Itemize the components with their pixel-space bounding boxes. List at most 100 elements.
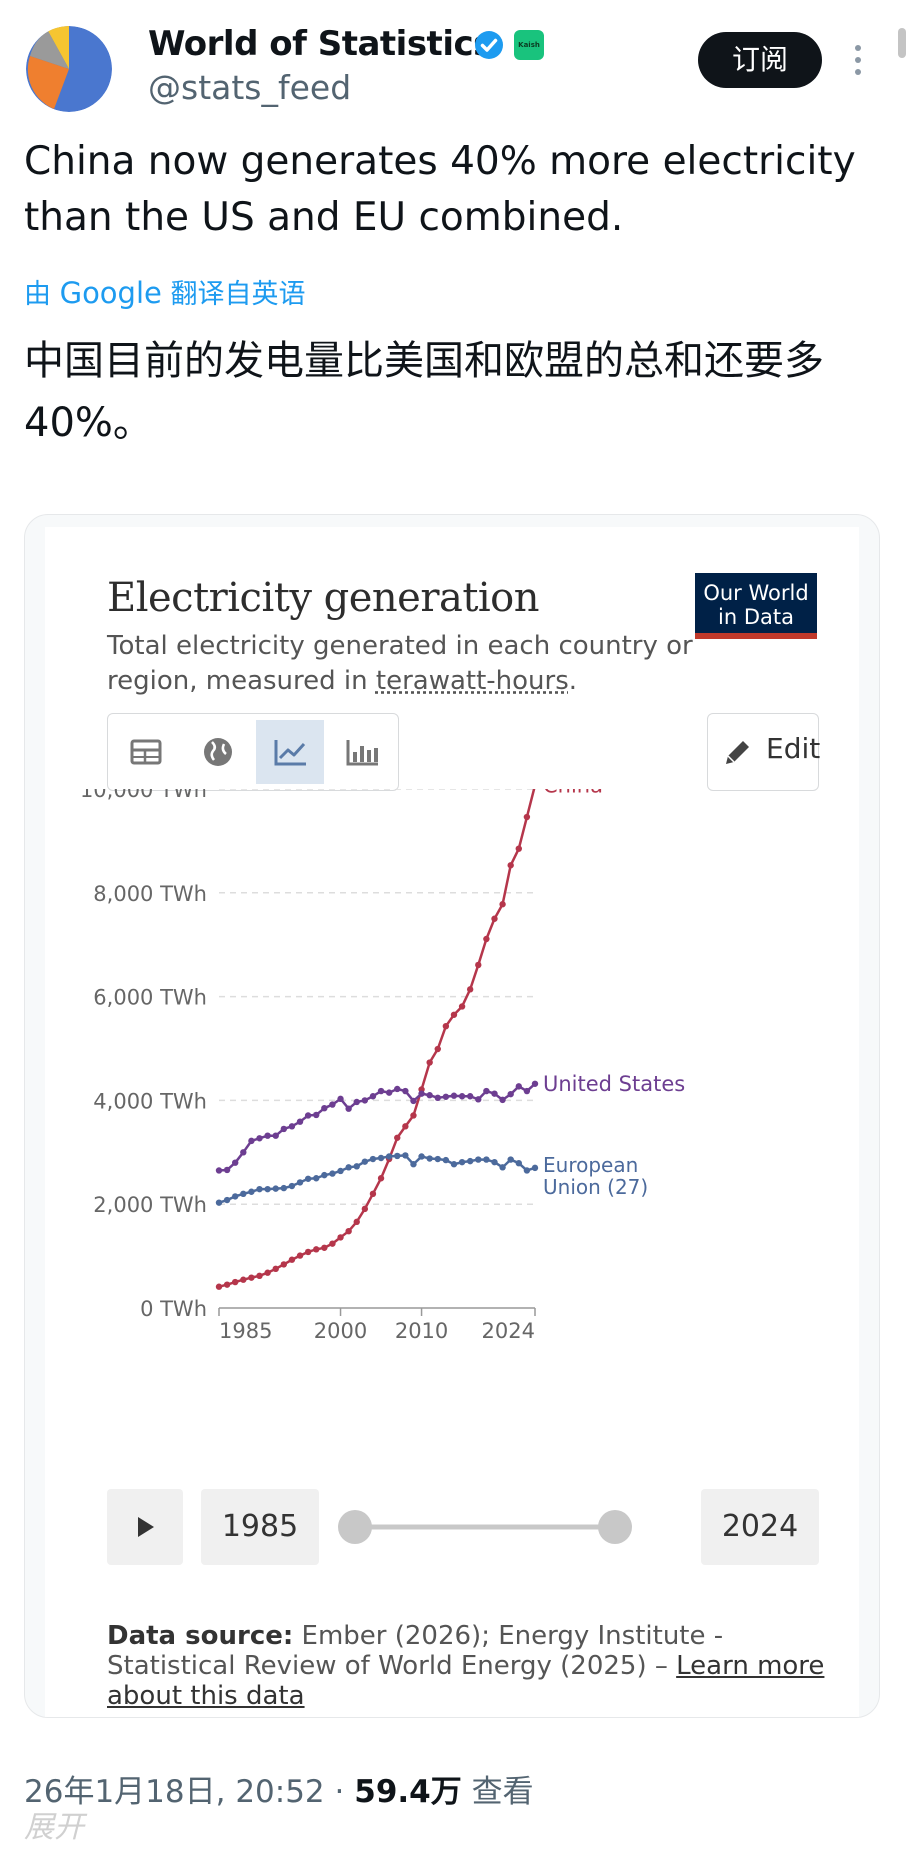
data-point xyxy=(354,1163,360,1169)
data-point xyxy=(370,1156,376,1162)
data-point xyxy=(224,1197,230,1203)
data-point xyxy=(402,1123,408,1129)
data-point xyxy=(410,1098,416,1104)
data-point xyxy=(475,962,481,968)
data-point xyxy=(435,1156,441,1162)
data-point xyxy=(362,1206,368,1212)
data-point xyxy=(451,1012,457,1018)
data-point xyxy=(516,845,522,851)
author-name[interactable]: World of Statistics xyxy=(148,24,493,64)
chart-title: Electricity generation xyxy=(107,575,539,621)
scrollbar[interactable] xyxy=(898,28,906,58)
data-point xyxy=(426,1155,432,1161)
data-point xyxy=(216,1199,222,1205)
data-point xyxy=(410,1161,416,1167)
translation-attribution[interactable]: 由 Google 翻译自英语 xyxy=(24,272,305,311)
data-point xyxy=(483,1156,489,1162)
data-point xyxy=(216,1167,222,1173)
data-point xyxy=(281,1185,287,1191)
y-tick-label: 2,000 TWh xyxy=(93,1193,207,1217)
data-point xyxy=(224,1167,230,1173)
data-point xyxy=(232,1159,238,1165)
data-point xyxy=(507,862,513,868)
data-point xyxy=(329,1170,335,1176)
data-point xyxy=(402,1152,408,1158)
data-point xyxy=(483,936,489,942)
more-options-icon[interactable] xyxy=(848,40,868,80)
data-point xyxy=(240,1149,246,1155)
chart-image: Electricity generation Total electricity… xyxy=(45,527,859,1718)
data-point xyxy=(475,1156,481,1162)
data-point xyxy=(297,1179,303,1185)
data-point xyxy=(467,1158,473,1164)
data-point xyxy=(418,1153,424,1159)
subscribe-button[interactable]: 订阅 xyxy=(698,32,822,88)
data-point xyxy=(256,1135,262,1141)
verified-badge-icon[interactable] xyxy=(474,30,504,60)
views-count: 59.4万 xyxy=(354,1774,462,1810)
y-tick-label: 10,000 TWh xyxy=(80,789,207,802)
bar-chart-icon xyxy=(328,720,396,784)
data-point xyxy=(394,1153,400,1159)
data-point xyxy=(426,1059,432,1065)
data-point xyxy=(345,1106,351,1112)
data-point xyxy=(362,1097,368,1103)
series-china xyxy=(216,789,538,1290)
data-point xyxy=(524,1167,530,1173)
data-point xyxy=(281,1261,287,1267)
avatar[interactable] xyxy=(26,26,112,112)
y-tick-label: 0 TWh xyxy=(140,1297,207,1321)
data-point xyxy=(426,1092,432,1098)
y-tick-label: 4,000 TWh xyxy=(93,1089,207,1113)
views-label: 查看 xyxy=(472,1774,534,1810)
data-point xyxy=(516,1160,522,1166)
series-label: China xyxy=(543,789,603,797)
terawatt-hours-link: terawatt-hours xyxy=(376,666,569,696)
data-point xyxy=(321,1245,327,1251)
data-point xyxy=(459,1159,465,1165)
line-chart-icon xyxy=(256,720,324,784)
globe-icon xyxy=(184,720,252,784)
logo-line-2: in Data xyxy=(695,605,817,629)
data-point xyxy=(378,1088,384,1094)
data-point xyxy=(232,1279,238,1285)
tab-bar-chart xyxy=(328,720,396,784)
data-point xyxy=(289,1183,295,1189)
data-point xyxy=(378,1155,384,1161)
data-point xyxy=(507,1091,513,1097)
affiliate-badge[interactable]: Kaish xyxy=(514,30,544,60)
data-point xyxy=(435,1046,441,1052)
data-point xyxy=(256,1186,262,1192)
data-point xyxy=(499,1164,505,1170)
data-point xyxy=(248,1274,254,1280)
series-line xyxy=(219,789,535,1287)
logo-line-1: Our World xyxy=(695,581,817,605)
data-source: Data source: Ember (2026); Energy Instit… xyxy=(107,1621,827,1711)
data-point xyxy=(289,1257,295,1263)
slider-handle-start xyxy=(338,1510,372,1544)
data-point xyxy=(305,1249,311,1255)
data-point xyxy=(451,1161,457,1167)
view-tabs xyxy=(107,713,399,791)
data-point xyxy=(443,1023,449,1029)
data-point xyxy=(345,1164,351,1170)
data-point xyxy=(491,916,497,922)
x-tick-label: 2010 xyxy=(395,1319,448,1343)
data-point xyxy=(273,1132,279,1138)
author-handle[interactable]: @stats_feed xyxy=(148,68,351,107)
tab-table xyxy=(112,720,180,784)
data-point xyxy=(256,1273,262,1279)
data-point xyxy=(491,1159,497,1165)
google-brand: Google xyxy=(60,276,162,310)
pie-logo-icon xyxy=(26,26,112,112)
data-point xyxy=(264,1270,270,1276)
gridlines xyxy=(219,789,535,1204)
owid-logo: Our World in Data xyxy=(695,573,817,639)
data-point xyxy=(402,1088,408,1094)
data-point xyxy=(313,1175,319,1181)
data-point xyxy=(524,814,530,820)
media-card[interactable]: Electricity generation Total electricity… xyxy=(24,514,880,1718)
table-icon xyxy=(112,720,180,784)
data-point xyxy=(354,1099,360,1105)
data-point xyxy=(386,1153,392,1159)
